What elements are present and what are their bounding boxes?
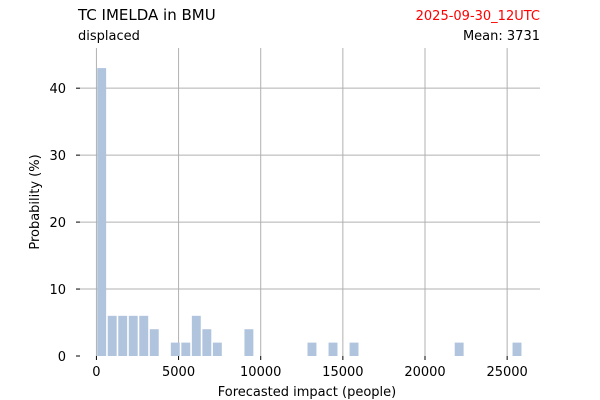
mean-label: Mean: 3731 (463, 29, 540, 44)
histogram-bar (139, 315, 149, 356)
y-tick-label: 30 (49, 149, 66, 164)
y-axis-label: Probability (%) (28, 154, 43, 249)
x-tick-label: 20000 (404, 365, 445, 380)
chart-title: TC IMELDA in BMU (77, 6, 216, 24)
histogram-bar (128, 315, 138, 356)
histogram-bar (307, 342, 317, 356)
histogram-bar (328, 342, 338, 356)
y-tick-label: 10 (49, 283, 66, 298)
histogram-bar (170, 342, 180, 356)
y-tick-label: 20 (49, 216, 66, 231)
y-tick-label: 40 (49, 82, 66, 97)
histogram-bar (191, 315, 201, 356)
histogram-bar (244, 329, 254, 356)
histogram-bar (212, 342, 222, 356)
histogram-bar (181, 342, 191, 356)
x-tick-label: 15000 (322, 365, 363, 380)
x-tick-label: 0 (92, 365, 100, 380)
histogram-bar (97, 68, 107, 356)
histogram-bar (349, 342, 359, 356)
histogram-bar (118, 315, 128, 356)
histogram-bar (512, 342, 522, 356)
y-tick-label: 0 (58, 350, 66, 365)
grid-lines (76, 48, 540, 360)
x-tick-label: 10000 (240, 365, 281, 380)
x-tick-label: 5000 (162, 365, 195, 380)
tick-labels: 0 5000 10000 15000 20000 25000 0 10 20 30 40 (49, 82, 527, 380)
chart-subtitle: displaced (78, 29, 140, 44)
histogram-bar (202, 329, 212, 356)
x-axis-label: Forecasted impact (people) (218, 385, 396, 400)
histogram-bar (149, 329, 159, 356)
forecast-timestamp: 2025-09-30_12UTC (416, 9, 540, 24)
bars (97, 68, 522, 356)
x-tick-label: 25000 (486, 365, 527, 380)
histogram-bar (454, 342, 464, 356)
histogram-bar (107, 315, 117, 356)
